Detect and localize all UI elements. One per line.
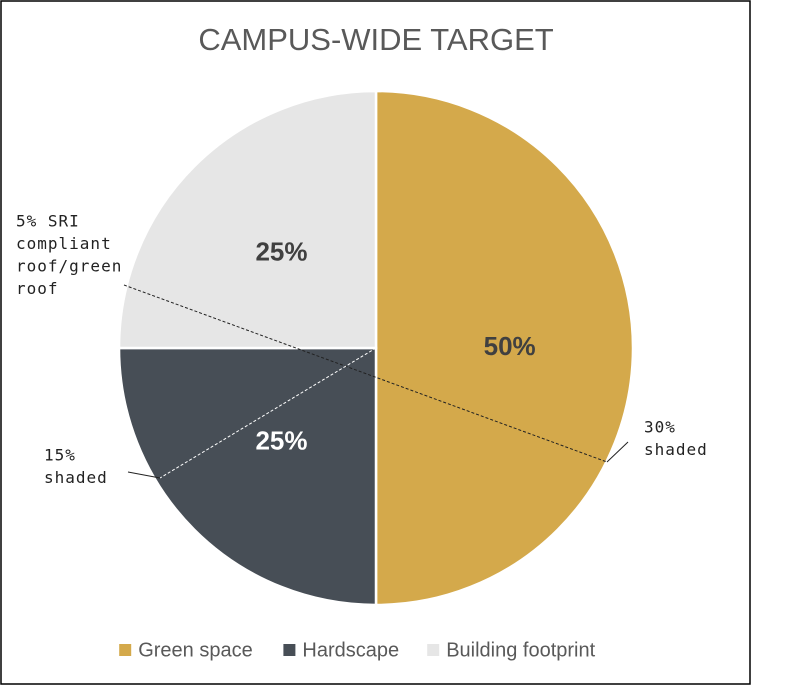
legend-label: Green space (138, 639, 253, 661)
legend-swatch (283, 644, 296, 656)
annotations: 5% SRI compliant roof/green roof 30% shaded 15… (16, 212, 708, 488)
legend: Green space Hardscape Building footprint (119, 639, 596, 661)
annotation: roof (16, 279, 59, 298)
data-label: 25% (255, 236, 307, 266)
annotation: compliant (16, 234, 112, 253)
chart-title: CAMPUS-WIDE TARGET (198, 22, 553, 57)
divider (159, 347, 377, 479)
legend-label: Hardscape (302, 639, 399, 661)
legend-swatch (119, 644, 132, 656)
annotation: 5% SRI (16, 212, 80, 231)
leader (606, 441, 629, 463)
data-label: 50% (484, 331, 536, 361)
data-label: 25% (255, 425, 307, 455)
annotation: 30% (644, 418, 676, 437)
leader (127, 471, 161, 479)
annotation: roof/green (16, 257, 122, 276)
pie: 50% 25% 25% (117, 89, 635, 607)
legend-swatch (427, 644, 440, 656)
pie-slice (117, 346, 378, 607)
annotation: shaded (644, 440, 708, 459)
pie-slice (117, 89, 378, 350)
divider (123, 284, 608, 463)
pie-slice (374, 89, 635, 607)
annotation: 15% (44, 446, 76, 465)
annotation: shaded (44, 468, 108, 487)
legend-label: Building footprint (446, 639, 595, 661)
divider-lines (123, 284, 629, 479)
